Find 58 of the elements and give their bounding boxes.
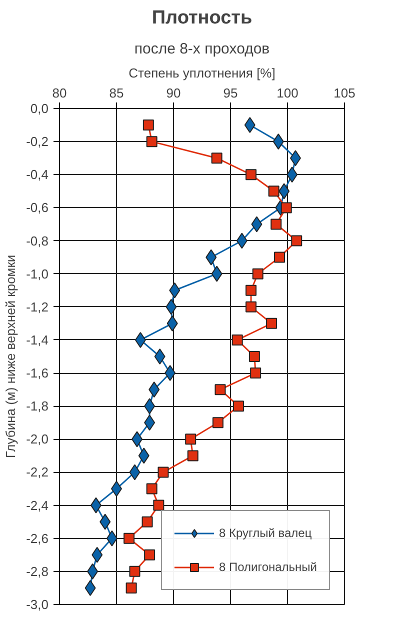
point xyxy=(187,450,198,462)
point xyxy=(146,136,158,148)
point xyxy=(142,516,153,528)
point xyxy=(144,549,156,560)
x-tick-label: 80 xyxy=(52,86,67,100)
y-tick-label: -1,8 xyxy=(26,398,49,414)
y-tick-label: -1,0 xyxy=(26,266,49,282)
x-tick-label: 95 xyxy=(223,86,238,100)
point xyxy=(248,351,260,362)
point xyxy=(250,368,262,379)
point xyxy=(246,284,257,296)
point xyxy=(268,186,280,197)
point xyxy=(232,400,244,412)
point xyxy=(126,582,137,594)
point xyxy=(212,417,224,428)
point xyxy=(158,466,169,478)
x-tick-label: 85 xyxy=(109,86,124,100)
x-tick-label: 105 xyxy=(334,86,356,100)
chart-subtitle: после 8-х проходов xyxy=(134,40,270,58)
point xyxy=(270,218,282,230)
point xyxy=(146,483,158,494)
x-tick-label: 90 xyxy=(166,86,181,100)
chart-title: Плотность xyxy=(152,8,252,28)
point xyxy=(153,500,164,511)
y-tick-label: -2,0 xyxy=(26,432,49,447)
point xyxy=(280,202,292,214)
point xyxy=(252,268,264,280)
y-tick-label: -2,4 xyxy=(26,498,49,513)
y-tick-label: -0,2 xyxy=(26,134,49,150)
y-tick-label: -1,6 xyxy=(26,366,49,381)
y-axis-title: Глубина (м) ниже верхней кромки xyxy=(3,254,18,458)
y-tick-label: -0,8 xyxy=(26,233,49,248)
point xyxy=(214,384,226,396)
point xyxy=(154,348,166,364)
point xyxy=(246,169,257,180)
y-tick-label: 0,0 xyxy=(30,101,49,116)
y-tick-label: -0,4 xyxy=(26,167,49,182)
point xyxy=(274,252,286,263)
point xyxy=(129,566,140,577)
point xyxy=(291,235,302,246)
point xyxy=(185,434,196,445)
y-tick-label: -2,8 xyxy=(26,564,49,579)
point xyxy=(142,120,154,131)
y-tick-label: -0,6 xyxy=(26,200,49,216)
point xyxy=(124,532,135,544)
legend-label: 8 Круглый валец xyxy=(218,526,312,540)
point xyxy=(266,318,278,329)
point xyxy=(232,334,243,346)
y-tick-label: -1,2 xyxy=(26,299,49,314)
legend-label: 8 Полигональный xyxy=(218,560,317,574)
point xyxy=(246,301,257,312)
point xyxy=(211,152,222,164)
x-tick-label: 100 xyxy=(276,86,298,100)
y-tick-label: -2,2 xyxy=(26,464,49,480)
y-tick-label: -1,4 xyxy=(26,332,49,348)
y-tick-label: -2,6 xyxy=(26,530,49,546)
y-tick-label: -3,0 xyxy=(26,597,49,612)
x-axis-title: Степень уплотнения [%] xyxy=(128,66,276,80)
